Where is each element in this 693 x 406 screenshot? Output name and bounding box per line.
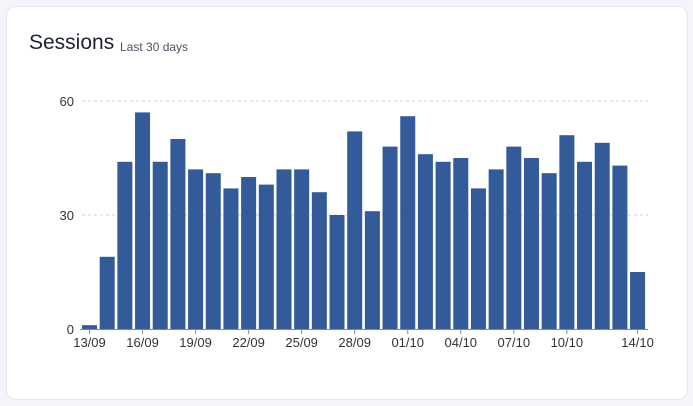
bar-30/09 [382, 146, 398, 329]
bar-26/09 [311, 192, 327, 329]
x-tick-label: 28/09 [338, 335, 371, 350]
bar-19/09 [188, 169, 204, 329]
bar-21/09 [223, 188, 239, 329]
bar-13/10 [612, 165, 628, 329]
chart-title: Sessions [29, 31, 115, 54]
x-tick-label: 04/10 [445, 335, 478, 350]
bar-14/09 [99, 256, 115, 329]
bar-10/10 [559, 135, 575, 329]
bar-14/10 [630, 272, 646, 329]
bar-16/09 [135, 112, 151, 330]
chart-subtitle: Last 30 days [120, 40, 189, 54]
bar-12/10 [594, 142, 610, 329]
bar-02/10 [417, 154, 433, 329]
x-tick-label: 01/10 [391, 335, 424, 350]
x-tick-label: 07/10 [498, 335, 531, 350]
bar-25/09 [294, 169, 310, 329]
bar-06/10 [488, 169, 504, 329]
x-tick-label: 16/09 [126, 335, 159, 350]
bar-09/10 [541, 173, 557, 329]
bar-28/09 [347, 131, 363, 329]
x-tick-label: 10/10 [551, 335, 584, 350]
bar-01/10 [400, 116, 416, 329]
x-tick-label: 25/09 [285, 335, 318, 350]
y-tick-label: 0 [67, 322, 74, 337]
x-tick-label: 14/10 [621, 335, 654, 350]
bar-17/09 [152, 161, 168, 329]
bar-18/09 [170, 139, 186, 329]
x-tick-label: 13/09 [73, 335, 106, 350]
bar-15/09 [117, 161, 133, 329]
bar-13/09 [82, 325, 97, 329]
bar-04/10 [453, 158, 469, 329]
bar-29/09 [364, 211, 380, 329]
bar-23/09 [258, 184, 274, 329]
bar-08/10 [524, 158, 539, 329]
x-tick-label: 22/09 [232, 335, 265, 350]
bar-22/09 [241, 177, 257, 329]
bar-11/10 [577, 161, 593, 329]
bar-05/10 [470, 188, 486, 329]
bar-03/10 [435, 161, 451, 329]
x-tick-label: 19/09 [179, 335, 212, 350]
bar-24/09 [276, 169, 292, 329]
y-tick-label: 60 [60, 94, 74, 109]
y-tick-label: 30 [60, 208, 74, 223]
bar-27/09 [329, 215, 345, 329]
bar-20/09 [205, 173, 221, 329]
bar-07/10 [506, 146, 522, 329]
